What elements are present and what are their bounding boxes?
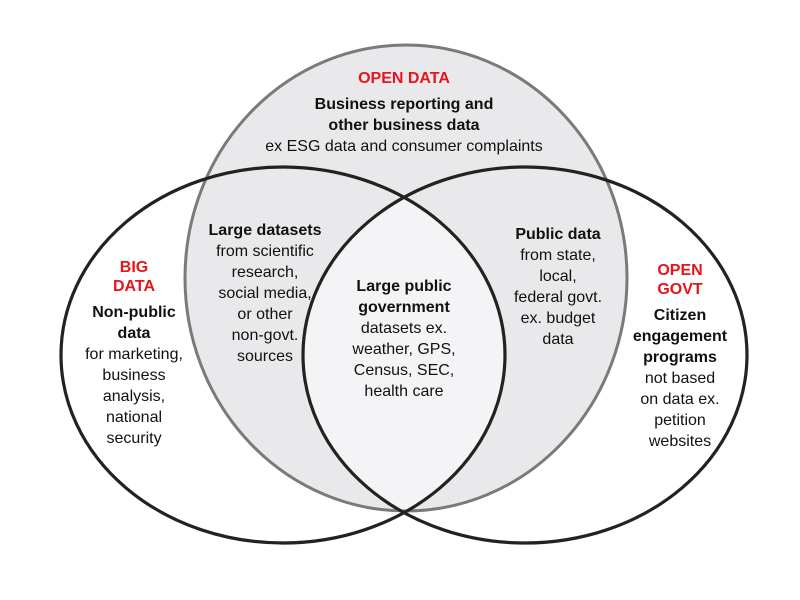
center-intersection-fill bbox=[303, 167, 505, 511]
public-data-body-5: data bbox=[542, 331, 574, 348]
center-heading-2: government bbox=[358, 299, 450, 316]
open-govt-circle bbox=[301, 165, 749, 545]
big-data-body-3: analysis, bbox=[102, 388, 166, 405]
big-open-body-5: non-govt. bbox=[231, 327, 299, 344]
open-govt-title-1: OPEN bbox=[657, 262, 703, 279]
open-govt-body-1: not based bbox=[644, 370, 716, 387]
open-govt-overlap-label: Public data from state, local, federal g… bbox=[514, 224, 602, 350]
center-label: Large public government datasets ex. wea… bbox=[352, 276, 455, 402]
big-data-body-2: business bbox=[102, 367, 166, 384]
big-data-heading-1: Non-public bbox=[92, 304, 176, 321]
open-govt-title-2: GOVT bbox=[657, 281, 703, 298]
big-open-body-3: social media, bbox=[218, 285, 312, 302]
open-data-title: OPEN DATA bbox=[358, 70, 450, 87]
open-data-heading-1: Business reporting and bbox=[314, 96, 494, 113]
center-heading-1: Large public bbox=[356, 278, 452, 295]
open-data-body-1: ex ESG data and consumer complaints bbox=[265, 138, 543, 155]
open-govt-body-4: websites bbox=[648, 433, 712, 450]
big-open-body-4: or other bbox=[237, 306, 293, 323]
center-body-1: datasets ex. bbox=[360, 320, 448, 337]
center-body-2: weather, GPS, bbox=[352, 341, 456, 358]
public-data-body-3: federal govt. bbox=[513, 289, 603, 306]
big-data-body-5: security bbox=[106, 430, 162, 447]
center-body-4: health care bbox=[364, 383, 444, 400]
big-open-body-2: research, bbox=[231, 264, 299, 281]
open-govt-body-3: petition bbox=[654, 412, 706, 429]
big-data-label: BIG DATA Non-public data for marketing, … bbox=[85, 258, 183, 449]
open-govt-heading-2: engagement bbox=[632, 328, 728, 345]
public-data-heading: Public data bbox=[515, 226, 601, 243]
open-govt-heading-3: programs bbox=[643, 349, 717, 366]
open-data-heading-2: other business data bbox=[328, 117, 480, 134]
big-open-body-1: from scientific bbox=[216, 243, 314, 260]
big-data-body-1: for marketing, bbox=[85, 346, 183, 363]
center-body-3: Census, SEC, bbox=[353, 362, 455, 379]
open-data-label: OPEN DATA Business reporting and other b… bbox=[265, 69, 542, 157]
open-govt-body-2: on data ex. bbox=[640, 391, 720, 408]
big-open-heading: Large datasets bbox=[208, 222, 322, 239]
public-data-body-4: ex. budget bbox=[520, 310, 596, 327]
big-data-circle bbox=[59, 165, 507, 545]
big-data-title-2: DATA bbox=[112, 278, 156, 295]
big-data-body-4: national bbox=[105, 409, 163, 426]
big-open-overlap-label: Large datasets from scientific research,… bbox=[209, 220, 322, 367]
public-data-body-2: local, bbox=[539, 268, 577, 285]
public-data-body-1: from state, bbox=[520, 247, 596, 264]
big-data-title-1: BIG bbox=[119, 259, 149, 276]
open-govt-heading-1: Citizen bbox=[653, 307, 707, 324]
big-open-body-6: sources bbox=[236, 348, 294, 365]
open-govt-label: OPEN GOVT Citizen engagement programs no… bbox=[633, 261, 727, 452]
big-data-heading-2: data bbox=[117, 325, 151, 342]
